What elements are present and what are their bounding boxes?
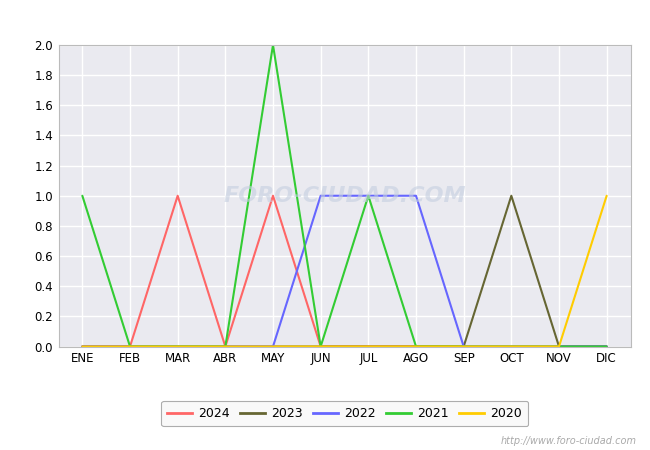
2022 <box>126 344 134 349</box>
2022 <box>79 344 86 349</box>
2020 <box>126 344 134 349</box>
2022 <box>460 344 467 349</box>
2022 <box>269 344 277 349</box>
2023 <box>555 344 563 349</box>
2022 <box>508 344 515 349</box>
Text: http://www.foro-ciudad.com: http://www.foro-ciudad.com <box>501 436 637 446</box>
2022 <box>603 344 610 349</box>
2022 <box>174 344 181 349</box>
2023 <box>269 344 277 349</box>
2024 <box>269 193 277 198</box>
2022 <box>365 193 372 198</box>
2023 <box>222 344 229 349</box>
2020 <box>222 344 229 349</box>
2022 <box>412 193 420 198</box>
Line: 2021: 2021 <box>83 45 606 346</box>
2024 <box>174 193 181 198</box>
2023 <box>460 344 467 349</box>
2024 <box>460 344 467 349</box>
2023 <box>79 344 86 349</box>
2021 <box>79 193 86 198</box>
2020 <box>174 344 181 349</box>
2023 <box>126 344 134 349</box>
2021 <box>126 344 134 349</box>
2021 <box>269 42 277 48</box>
2021 <box>222 344 229 349</box>
2022 <box>222 344 229 349</box>
2021 <box>460 344 467 349</box>
2023 <box>317 344 324 349</box>
2020 <box>79 344 86 349</box>
2020 <box>412 344 420 349</box>
2024 <box>79 344 86 349</box>
2020 <box>555 344 563 349</box>
2021 <box>174 344 181 349</box>
2024 <box>508 344 515 349</box>
Legend: 2024, 2023, 2022, 2021, 2020: 2024, 2023, 2022, 2021, 2020 <box>161 401 528 427</box>
2022 <box>317 193 324 198</box>
2021 <box>603 344 610 349</box>
2023 <box>365 344 372 349</box>
2023 <box>174 344 181 349</box>
2024 <box>555 344 563 349</box>
2021 <box>317 344 324 349</box>
2021 <box>412 344 420 349</box>
2020 <box>317 344 324 349</box>
2023 <box>603 344 610 349</box>
2022 <box>555 344 563 349</box>
2024 <box>317 344 324 349</box>
Line: 2024: 2024 <box>83 196 606 346</box>
Text: FORO-CIUDAD.COM: FORO-CIUDAD.COM <box>223 186 466 206</box>
2021 <box>555 344 563 349</box>
Text: Matriculaciones de Vehiculos en Ejeme: Matriculaciones de Vehiculos en Ejeme <box>163 11 487 29</box>
Line: 2023: 2023 <box>83 196 606 346</box>
2020 <box>508 344 515 349</box>
2024 <box>126 344 134 349</box>
2020 <box>460 344 467 349</box>
2024 <box>365 344 372 349</box>
2020 <box>603 193 610 198</box>
Line: 2020: 2020 <box>83 196 606 346</box>
2020 <box>269 344 277 349</box>
2021 <box>508 344 515 349</box>
2024 <box>603 344 610 349</box>
2024 <box>412 344 420 349</box>
2023 <box>412 344 420 349</box>
2020 <box>365 344 372 349</box>
2024 <box>222 344 229 349</box>
2023 <box>508 193 515 198</box>
2021 <box>365 193 372 198</box>
Line: 2022: 2022 <box>83 196 606 346</box>
